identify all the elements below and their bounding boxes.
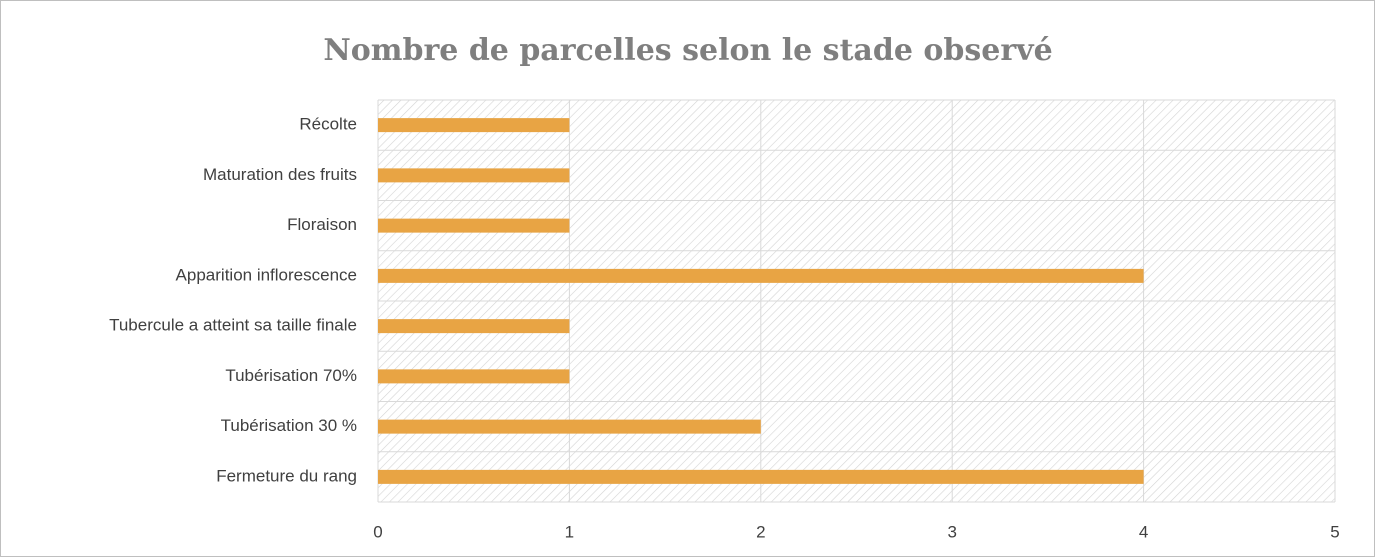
bar bbox=[378, 268, 1144, 283]
chart-title: Nombre de parcelles selon le stade obser… bbox=[323, 33, 1052, 68]
bar bbox=[378, 369, 570, 384]
y-tick-label: Tubercule a atteint sa taille finale bbox=[109, 316, 357, 335]
y-tick-label: Tubérisation 70% bbox=[225, 366, 357, 385]
x-tick-label: 2 bbox=[756, 522, 765, 541]
x-tick-label: 1 bbox=[565, 522, 574, 541]
x-tick-label: 0 bbox=[373, 522, 382, 541]
y-tick-label: Maturation des fruits bbox=[203, 165, 357, 184]
y-tick-label: Floraison bbox=[287, 215, 357, 234]
x-tick-label: 3 bbox=[947, 522, 956, 541]
x-tick-label: 4 bbox=[1139, 522, 1148, 541]
x-tick-label: 5 bbox=[1330, 522, 1339, 541]
y-tick-label: Tubérisation 30 % bbox=[221, 416, 357, 435]
y-tick-label: Fermeture du rang bbox=[216, 466, 357, 485]
bar bbox=[378, 218, 570, 233]
y-tick-label: Apparition inflorescence bbox=[176, 265, 357, 284]
bar bbox=[378, 419, 761, 434]
bar bbox=[378, 168, 570, 183]
bar bbox=[378, 319, 570, 334]
bar bbox=[378, 469, 1144, 484]
y-tick-label: Récolte bbox=[299, 115, 357, 134]
bar bbox=[378, 118, 570, 133]
